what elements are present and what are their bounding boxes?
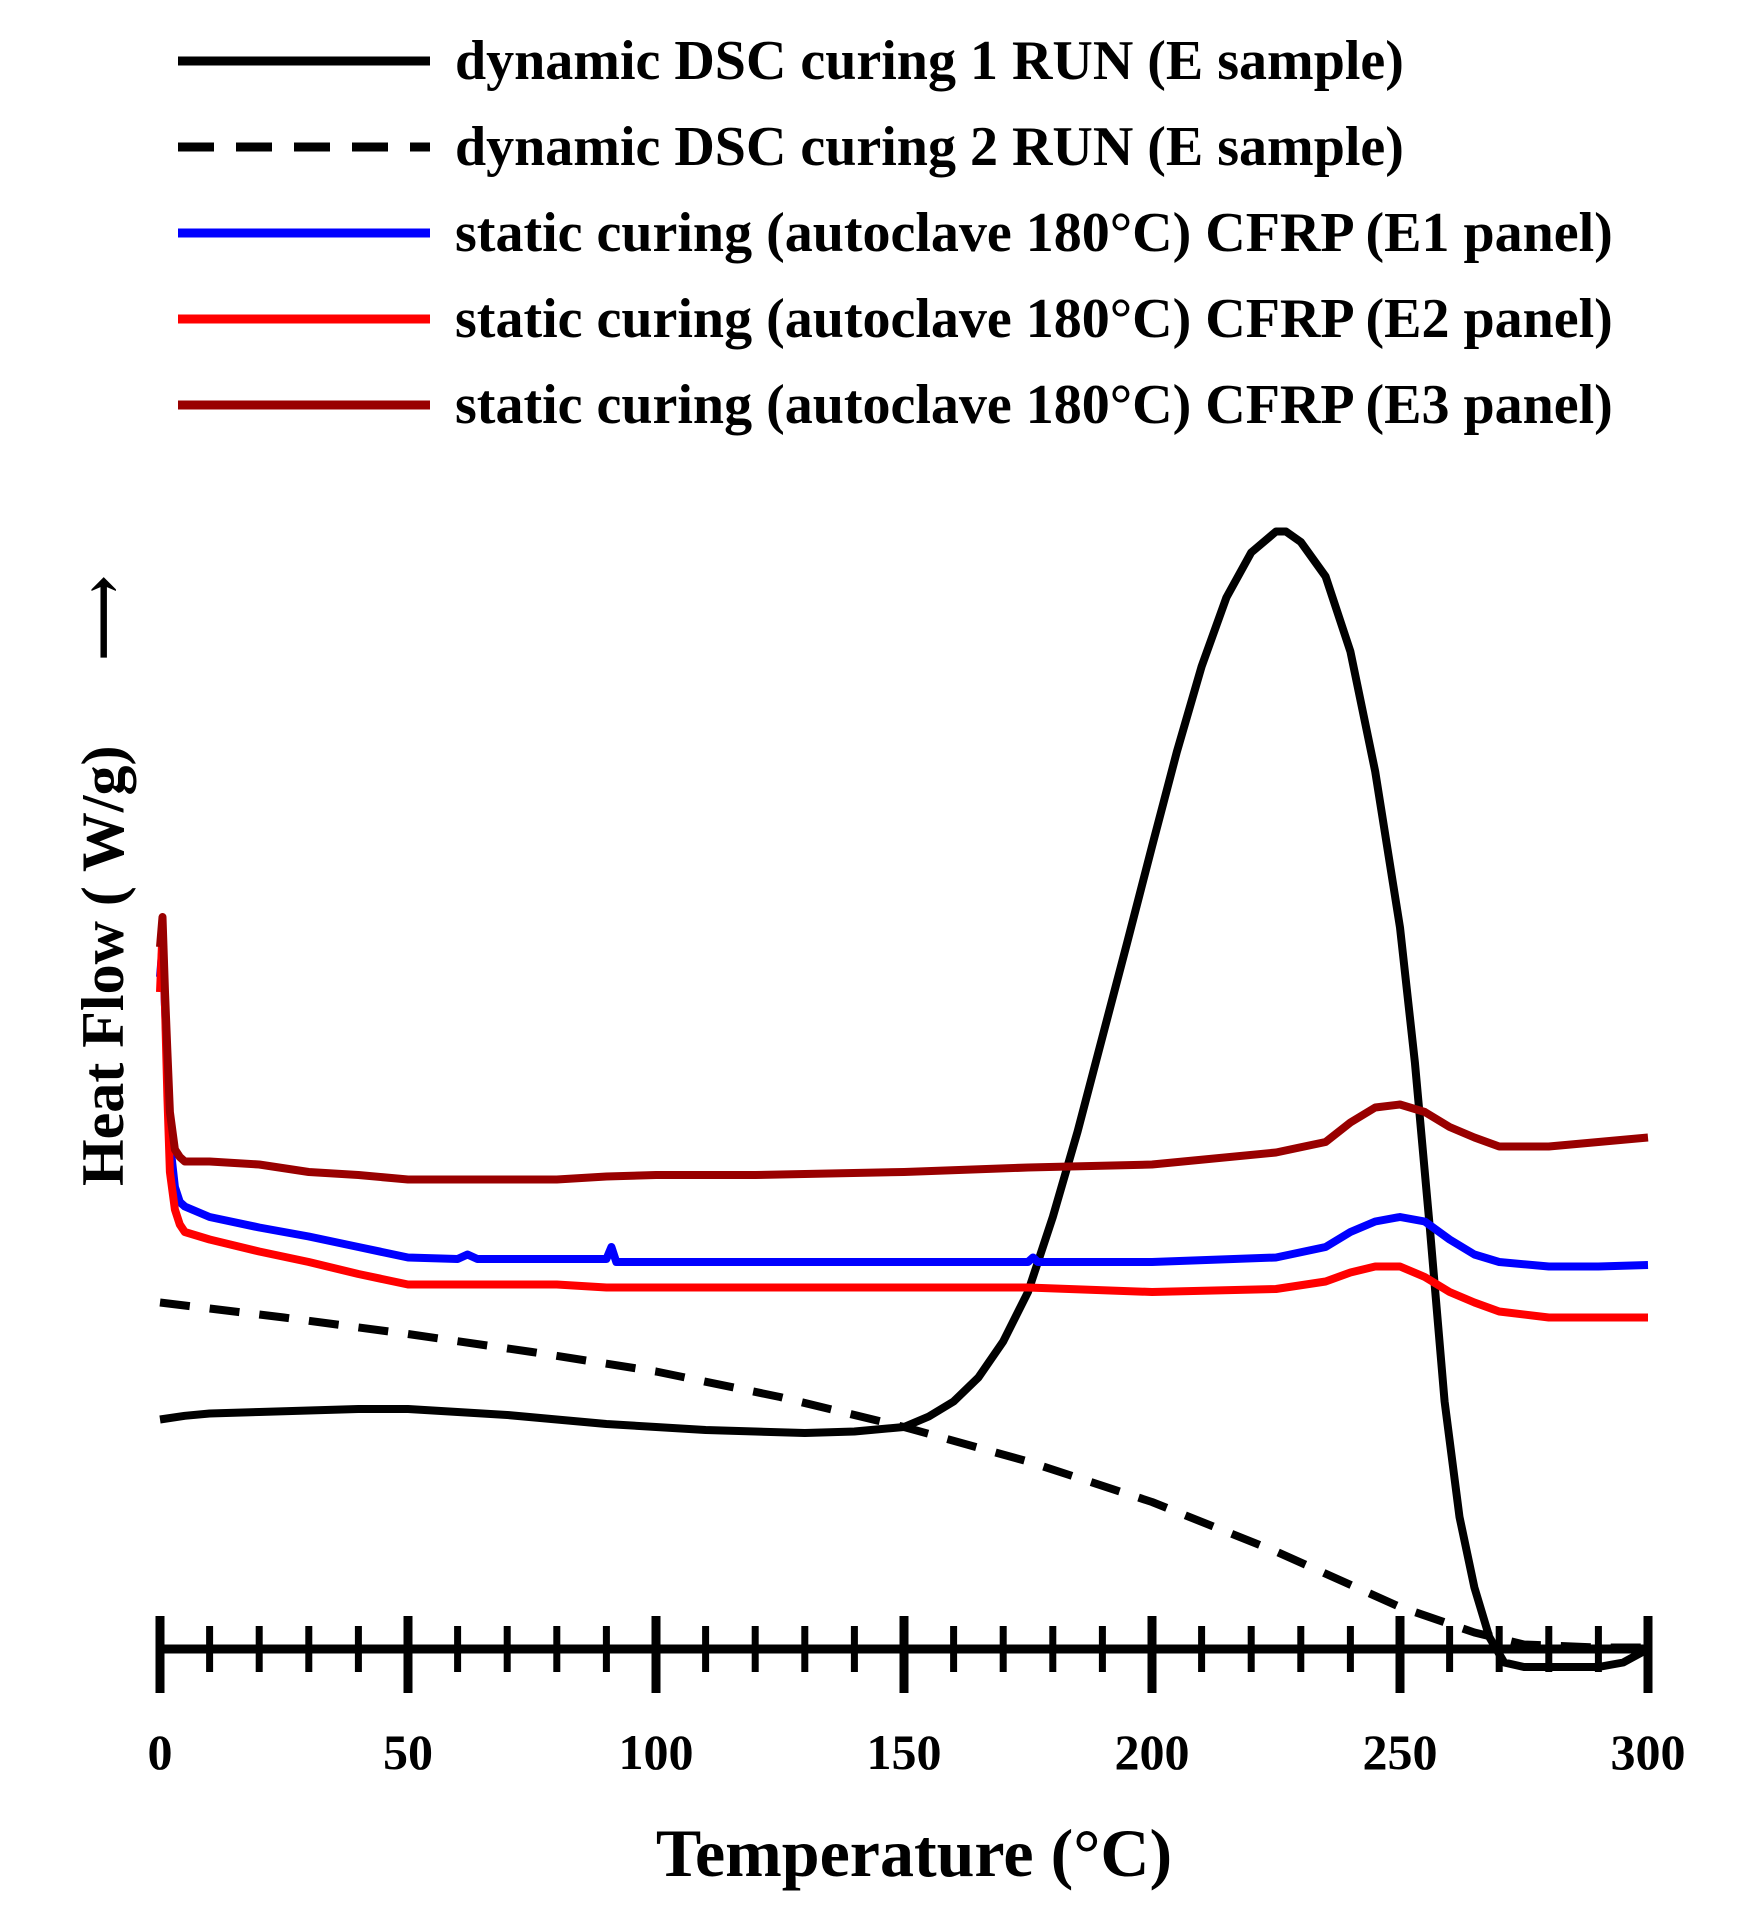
x-tick-label: 250 [1363, 1724, 1438, 1780]
x-tick-label: 150 [867, 1724, 942, 1780]
series-group [156, 527, 1650, 1671]
x-axis: 0 50 100 150 200 250 300 [148, 1616, 1686, 1780]
y-axis-title-group: Heat Flow ( W/g) ⟶ [70, 575, 136, 1186]
x-tick-label: 300 [1611, 1724, 1686, 1780]
legend-label-1: dynamic DSC curing 1 RUN (E sample) [455, 30, 1404, 92]
legend-label-5: static curing (autoclave 180°C) CFRP (E3… [455, 374, 1613, 436]
x-tick-label: 0 [148, 1724, 173, 1780]
y-axis-title: Heat Flow ( W/g) [70, 746, 136, 1186]
x-tick-label: 100 [619, 1724, 694, 1780]
legend-label-2: dynamic DSC curing 2 RUN (E sample) [455, 116, 1404, 178]
x-axis-title: Temperature (°C) [656, 1815, 1172, 1891]
x-tick-label: 50 [383, 1724, 433, 1780]
legend: dynamic DSC curing 1 RUN (E sample) dynam… [178, 30, 1613, 436]
legend-label-3: static curing (autoclave 180°C) CFRP (E1… [455, 202, 1613, 264]
y-axis-arrow: ⟶ [70, 575, 136, 661]
series-line-1 [159, 527, 1650, 1671]
series-line-4 [156, 928, 1648, 1322]
series-line-5 [156, 913, 1649, 1184]
legend-label-4: static curing (autoclave 180°C) CFRP (E2… [455, 288, 1613, 350]
x-tick-label: 200 [1115, 1724, 1190, 1780]
series-line-3 [156, 943, 1649, 1271]
series-line-2 [159, 1298, 1648, 1652]
